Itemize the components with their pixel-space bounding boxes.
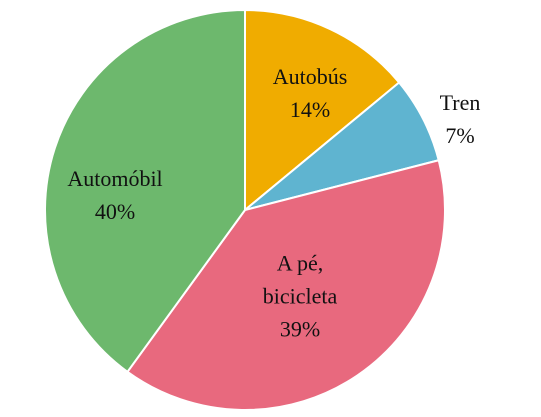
pie-slice (126, 159, 446, 411)
pie-slice (44, 8, 246, 374)
value-label: 7% (445, 123, 475, 148)
slice-label: A pé, bicicleta 39% (245, 247, 355, 346)
category-label: Automóbil (67, 166, 163, 191)
slice-label: Automóbil 40% (45, 162, 185, 228)
category-label: Autobús (272, 64, 348, 89)
category-label: Tren (439, 90, 481, 115)
category-label: A pé, bicicleta (262, 250, 338, 309)
value-label: 14% (289, 97, 331, 122)
pie-slice (244, 8, 401, 213)
value-label: 40% (94, 199, 136, 224)
value-label: 39% (279, 316, 321, 342)
slice-label: Tren 7% (420, 86, 500, 152)
slice-label: Autobús 14% (250, 60, 370, 126)
